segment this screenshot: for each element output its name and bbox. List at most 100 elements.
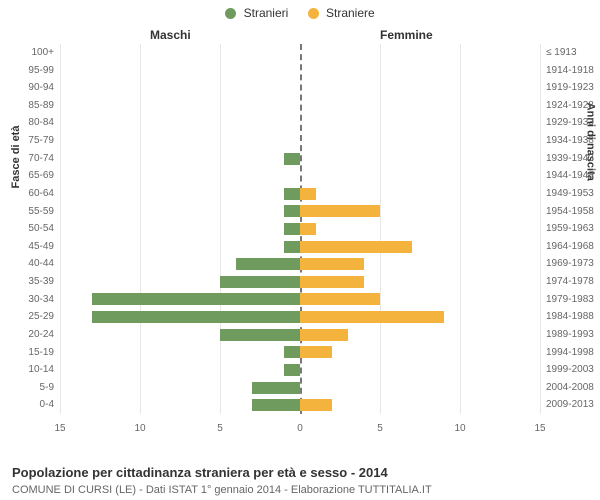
birth-year-label: 1969-1973 <box>540 255 594 273</box>
legend: Stranieri Straniere <box>0 6 600 20</box>
bar-female <box>300 258 364 270</box>
bar-male <box>284 153 300 165</box>
age-row: 65-691944-1948 <box>60 167 540 185</box>
birth-year-label: 1954-1958 <box>540 203 594 221</box>
column-title-right: Femmine <box>380 28 433 42</box>
age-label: 30-34 <box>28 291 60 309</box>
x-tick-label: 5 <box>217 423 223 434</box>
age-row: 15-191994-1998 <box>60 344 540 362</box>
age-label: 80-84 <box>28 114 60 132</box>
bar-male <box>284 346 300 358</box>
birth-year-label: 1979-1983 <box>540 291 594 309</box>
x-tick-label: 10 <box>134 423 145 434</box>
chart-title: Popolazione per cittadinanza straniera p… <box>12 465 388 480</box>
bar-male <box>92 311 300 323</box>
bar-male <box>236 258 300 270</box>
age-label: 0-4 <box>40 396 60 414</box>
age-row: 10-141999-2003 <box>60 361 540 379</box>
bar-male <box>284 188 300 200</box>
population-pyramid: 15105051015100+≤ 191395-991914-191890-94… <box>60 44 540 434</box>
bar-male <box>252 399 300 411</box>
birth-year-label: 1944-1948 <box>540 167 594 185</box>
bar-female <box>300 293 380 305</box>
age-label: 20-24 <box>28 326 60 344</box>
legend-item-male: Stranieri <box>225 6 288 20</box>
bar-female <box>300 329 348 341</box>
x-tick-label: 5 <box>377 423 383 434</box>
birth-year-label: 1964-1968 <box>540 238 594 256</box>
birth-year-label: 1989-1993 <box>540 326 594 344</box>
bar-female <box>300 311 444 323</box>
bar-male <box>284 223 300 235</box>
bar-male <box>284 364 300 376</box>
birth-year-label: 2004-2008 <box>540 379 594 397</box>
bar-male <box>220 329 300 341</box>
birth-year-label: 1999-2003 <box>540 361 594 379</box>
age-label: 15-19 <box>28 344 60 362</box>
birth-year-label: 1914-1918 <box>540 62 594 80</box>
age-label: 25-29 <box>28 308 60 326</box>
age-row: 20-241989-1993 <box>60 326 540 344</box>
age-row: 5-92004-2008 <box>60 379 540 397</box>
age-row: 40-441969-1973 <box>60 255 540 273</box>
age-label: 100+ <box>31 44 60 62</box>
legend-item-female: Straniere <box>308 6 375 20</box>
bar-male <box>252 382 300 394</box>
chart-subtitle: COMUNE DI CURSI (LE) - Dati ISTAT 1° gen… <box>12 484 432 496</box>
age-row: 30-341979-1983 <box>60 291 540 309</box>
age-label: 90-94 <box>28 79 60 97</box>
age-label: 35-39 <box>28 273 60 291</box>
birth-year-label: 1959-1963 <box>540 220 594 238</box>
bar-female <box>300 399 332 411</box>
birth-year-label: 1934-1938 <box>540 132 594 150</box>
age-label: 45-49 <box>28 238 60 256</box>
age-row: 60-641949-1953 <box>60 185 540 203</box>
age-row: 45-491964-1968 <box>60 238 540 256</box>
age-row: 100+≤ 1913 <box>60 44 540 62</box>
legend-swatch-male <box>225 8 236 19</box>
birth-year-label: 1924-1928 <box>540 97 594 115</box>
age-row: 25-291984-1988 <box>60 308 540 326</box>
age-label: 95-99 <box>28 62 60 80</box>
birth-year-label: 1919-1923 <box>540 79 594 97</box>
age-row: 85-891924-1928 <box>60 97 540 115</box>
birth-year-label: 1994-1998 <box>540 344 594 362</box>
age-label: 40-44 <box>28 255 60 273</box>
age-row: 50-541959-1963 <box>60 220 540 238</box>
bar-female <box>300 188 316 200</box>
age-label: 70-74 <box>28 150 60 168</box>
birth-year-label: 2009-2013 <box>540 396 594 414</box>
birth-year-label: 1974-1978 <box>540 273 594 291</box>
bar-female <box>300 276 364 288</box>
age-row: 95-991914-1918 <box>60 62 540 80</box>
bar-male <box>220 276 300 288</box>
birth-year-label: 1929-1933 <box>540 114 594 132</box>
age-row: 90-941919-1923 <box>60 79 540 97</box>
x-tick-label: 10 <box>454 423 465 434</box>
age-label: 5-9 <box>40 379 60 397</box>
age-label: 50-54 <box>28 220 60 238</box>
bar-male <box>284 205 300 217</box>
bar-female <box>300 241 412 253</box>
birth-year-label: 1939-1943 <box>540 150 594 168</box>
legend-swatch-female <box>308 8 319 19</box>
bar-male <box>284 241 300 253</box>
x-tick-label: 15 <box>534 423 545 434</box>
column-title-left: Maschi <box>150 28 191 42</box>
age-label: 55-59 <box>28 203 60 221</box>
bar-female <box>300 346 332 358</box>
bar-female <box>300 205 380 217</box>
birth-year-label: ≤ 1913 <box>540 44 577 62</box>
age-row: 35-391974-1978 <box>60 273 540 291</box>
legend-label-female: Straniere <box>326 6 375 20</box>
age-label: 10-14 <box>28 361 60 379</box>
bar-male <box>92 293 300 305</box>
age-label: 85-89 <box>28 97 60 115</box>
bar-female <box>300 223 316 235</box>
age-row: 70-741939-1943 <box>60 150 540 168</box>
age-row: 0-42009-2013 <box>60 396 540 414</box>
y-axis-title-left: Fasce di età <box>10 126 22 189</box>
age-row: 80-841929-1933 <box>60 114 540 132</box>
x-tick-label: 0 <box>297 423 303 434</box>
age-row: 55-591954-1958 <box>60 203 540 221</box>
